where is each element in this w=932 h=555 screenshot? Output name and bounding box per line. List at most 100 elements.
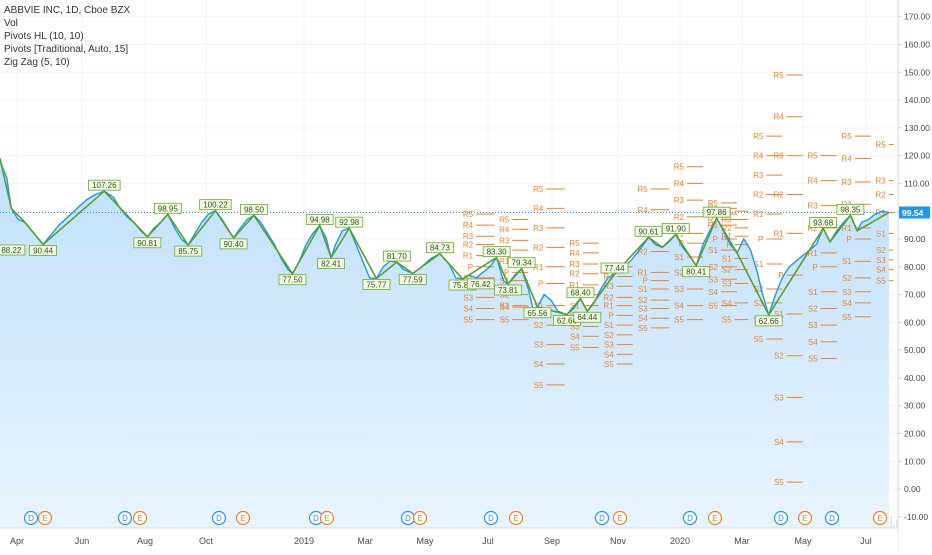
pivot-hl-label[interactable]: 90.44 xyxy=(29,245,57,256)
pivot-hl-label[interactable]: 98.35 xyxy=(836,203,865,215)
event-marker-circle xyxy=(412,510,428,526)
pivot-hl-label[interactable]: 83.30 xyxy=(482,246,511,258)
pivot-level-label: R4 xyxy=(569,249,580,258)
dividend-marker[interactable]: D xyxy=(211,510,227,526)
pivot-hl-label[interactable]: 85.75 xyxy=(174,245,203,257)
pivot-hl-label[interactable]: 68.40 xyxy=(566,287,595,299)
pivot-hl-label[interactable]: 65.56 xyxy=(523,307,552,319)
pivot-level-label: R3 xyxy=(569,260,580,269)
event-marker-letter: D xyxy=(829,514,835,523)
pivot-hl-label[interactable]: 84.73 xyxy=(426,242,454,254)
pivot-hl-label[interactable]: 75.77 xyxy=(362,279,391,290)
pivot-hl-label-text: 90.81 xyxy=(137,239,158,248)
pivot-hl-label[interactable]: 73.81 xyxy=(494,284,522,296)
pivot-level-label: R4 xyxy=(499,225,510,234)
dividend-marker[interactable]: D xyxy=(594,510,610,526)
zigzag-line[interactable] xyxy=(0,158,890,317)
pivot-level-label: R5 xyxy=(463,210,474,219)
pivot-hl-label[interactable]: 82.41 xyxy=(317,258,345,270)
event-marker-letter: E xyxy=(137,514,142,523)
pivot-hl-label[interactable]: 107.26 xyxy=(88,179,121,191)
event-marker-letter: E xyxy=(513,514,518,523)
pivot-hl-label[interactable]: 81.70 xyxy=(382,250,411,262)
pivot-hl-label-box xyxy=(240,203,268,215)
pivot-level-label: R1 xyxy=(637,268,648,277)
earnings-marker[interactable]: E xyxy=(412,510,428,526)
dividend-marker[interactable]: D xyxy=(117,510,133,526)
pivot-level-label: S2 xyxy=(674,268,684,277)
earnings-marker[interactable]: E xyxy=(612,510,628,526)
pivot-hl-label[interactable]: 80.41 xyxy=(682,266,711,278)
pivot-hl-label-text: 83.30 xyxy=(487,248,508,257)
pivot-hl-label[interactable]: 97.86 xyxy=(702,206,731,218)
pivot-level-label: S2 xyxy=(534,321,544,330)
indicator-pivots-hl[interactable]: Pivots HL (10, 10) xyxy=(4,31,84,42)
dividend-marker[interactable]: D xyxy=(400,510,416,526)
event-marker-letter: E xyxy=(240,514,245,523)
pivot-hl-label[interactable]: 98.50 xyxy=(240,203,268,215)
indicator-zigzag[interactable]: Zig Zag (5, 10) xyxy=(4,57,70,68)
y-tick-label: 140.00 xyxy=(904,95,930,105)
earnings-marker[interactable]: E xyxy=(797,510,813,526)
earnings-marker[interactable]: E xyxy=(319,510,335,526)
dividend-marker[interactable]: D xyxy=(23,510,39,526)
pivot-hl-label[interactable]: 76.42 xyxy=(466,278,495,290)
event-marker-letter: E xyxy=(802,514,807,523)
pivot-hl-label-box xyxy=(362,279,391,290)
pivot-hl-label[interactable]: 94.98 xyxy=(305,213,334,225)
pivot-level-label: R1 xyxy=(774,229,785,238)
pivot-level-label: R2 xyxy=(721,224,732,233)
pivot-level-label: S1 xyxy=(842,257,852,266)
indicator-vol[interactable]: Vol xyxy=(4,18,18,29)
pivot-hl-label-box xyxy=(836,203,865,215)
pivot-hl-label-box xyxy=(317,258,345,270)
pivot-hl-label[interactable]: 77.50 xyxy=(278,274,307,286)
chart-title[interactable]: ABBVIE INC, 1D, Cboe BZX xyxy=(4,5,131,16)
event-marker-circle xyxy=(594,510,610,526)
pivot-hl-label[interactable]: 62.66 xyxy=(754,315,783,327)
earnings-marker[interactable]: E xyxy=(37,510,53,526)
pivot-level-label: R1 xyxy=(603,302,614,311)
pivot-level-label: R3 xyxy=(721,216,732,225)
pivot-level-label: R2 xyxy=(463,241,474,250)
time-axis[interactable] xyxy=(0,528,898,550)
pivot-hl-label[interactable]: 90.40 xyxy=(219,238,248,250)
earnings-marker[interactable]: E xyxy=(132,510,148,526)
y-tick-label: 20.00 xyxy=(904,429,926,439)
price-axis[interactable] xyxy=(898,0,932,550)
pivot-hl-label-text: 77.59 xyxy=(403,275,424,284)
pivot-hl-label[interactable]: 92.98 xyxy=(335,216,364,228)
dividend-marker[interactable]: D xyxy=(682,510,698,526)
y-tick-label: 150.00 xyxy=(904,67,930,77)
x-tick-label: Sep xyxy=(544,536,560,546)
pivot-hl-label[interactable]: 93.68 xyxy=(809,217,838,228)
pivot-hl-label[interactable]: 90.61 xyxy=(634,225,663,237)
pivot-hl-label[interactable]: 91.90 xyxy=(661,223,690,234)
pivot-hl-label[interactable]: 64.44 xyxy=(573,311,602,323)
pivot-level-label: R2 xyxy=(753,191,764,200)
pivot-hl-label[interactable]: 90.81 xyxy=(133,237,162,249)
indicator-pivots-traditional[interactable]: Pivots [Traditional, Auto, 15] xyxy=(4,44,129,55)
pivot-level-label: S1 xyxy=(463,274,473,283)
pivot-hl-label[interactable]: 79.34 xyxy=(507,257,536,269)
dividend-marker[interactable]: D xyxy=(773,510,789,526)
event-marker-letter: E xyxy=(417,514,422,523)
dividend-marker[interactable]: D xyxy=(824,510,840,526)
pivot-hl-label[interactable]: 98.95 xyxy=(153,202,182,214)
pivot-level-label: S3 xyxy=(534,341,544,350)
pivot-hl-label[interactable]: 100.22 xyxy=(199,199,232,211)
pivot-hl-label[interactable]: 77.59 xyxy=(398,274,427,285)
pivot-hl-label[interactable]: 77.44 xyxy=(600,262,629,274)
pivot-hl-label-text: 107.26 xyxy=(92,181,117,190)
earnings-marker[interactable]: E xyxy=(872,510,888,526)
pivot-level-label: R4 xyxy=(842,154,853,163)
pivot-hl-label[interactable]: 88.22 xyxy=(0,244,26,256)
pivot-level-label: R5 xyxy=(876,141,887,150)
earnings-marker[interactable]: E xyxy=(508,510,524,526)
earnings-marker[interactable]: E xyxy=(707,510,723,526)
dividend-marker[interactable]: D xyxy=(483,510,499,526)
earnings-marker[interactable]: E xyxy=(235,510,251,526)
pivot-level-label: P xyxy=(504,268,509,277)
